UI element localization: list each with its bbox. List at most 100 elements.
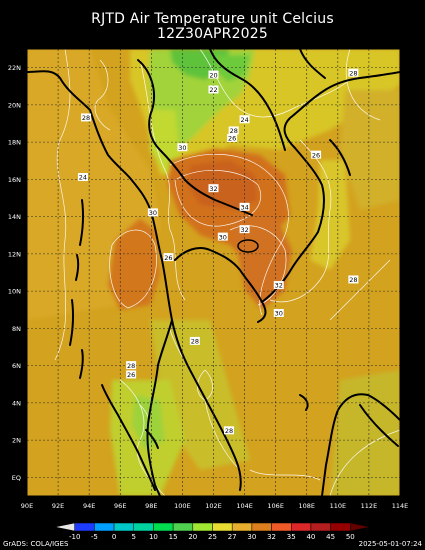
axis-ticks [23,67,401,500]
colorbar-arrow-low [54,522,75,532]
contour-label-text: 28 [127,362,135,370]
contour-label: 28 [224,426,235,435]
coastlines [27,49,400,496]
contour-label: 30 [147,208,158,217]
contour-label: 34 [239,202,250,212]
lon-label: 94E [83,502,95,510]
contour-label-box [227,133,238,142]
contour-label-box [177,143,188,152]
contour-label: 28 [126,361,137,370]
longitude-labels: 90E 92E 94E 96E 98E 100E 102E 104E 106E 108E 110E 1… [21,502,408,510]
tonle-sap-lake [237,239,259,253]
contour-label-box [77,173,88,182]
contour-label-box [208,184,219,193]
contour-label-box [228,126,239,135]
contour-label: 24 [77,173,88,182]
contour-label: 26 [311,150,322,159]
colorbar-label: 0 [112,533,116,541]
lat-label: 18N [8,139,21,147]
contour-label: 28 [348,275,359,284]
colorbar-swatch [153,522,174,532]
contour-label-text: 24 [79,174,87,182]
lat-label: 20N [8,101,21,109]
contour-label: 28 [81,113,92,122]
contour-label: 26 [227,133,238,143]
lat-label: EQ [12,474,21,482]
contour-label: 32 [273,281,284,290]
contour-label-text: 28 [191,338,199,346]
contour-label-text: 24 [240,116,248,124]
colorbar-swatch [212,522,233,532]
colorbar-swatch [113,522,134,532]
lon-label: 96E [114,502,126,510]
contour-label-box [348,68,359,77]
colorbar-label: 45 [326,533,335,541]
lon-label: 108E [298,502,315,510]
lon-label: 106E [267,502,284,510]
contour-label-text: 30 [178,144,186,152]
colorbar-swatch [291,522,312,532]
contour-label-text: 34 [240,204,248,212]
lat-label: 22N [8,64,21,72]
contour-label-text: 26 [228,135,236,143]
contour-label: 28 [189,336,200,346]
contour-label-box [208,85,219,94]
contour-label-text: 28 [230,127,238,135]
contour-label-text: 22 [209,86,217,94]
contour-label-box [239,225,250,234]
contour-label-text: 28 [225,427,233,435]
lat-lon-grid [27,49,400,496]
colorbar-label: -10 [69,533,80,541]
contour-label-text: 30 [149,209,157,217]
colorbar-label: 10 [149,533,158,541]
contour-label-box [239,115,250,124]
colorbar-swatch [133,522,154,532]
contour-label: 32 [239,225,250,234]
colorbar-swatch [271,522,292,532]
colorbar-label: 50 [346,533,355,541]
contour-label-box [224,426,235,435]
lat-label: 14N [8,213,21,221]
contour-label: 20 [208,70,219,79]
colorbar-swatch [251,522,272,532]
contour-label: 24 [239,115,250,124]
colorbar-label: 35 [287,533,296,541]
colorbar-arrow-high [350,522,371,532]
contour-label: 22 [208,85,219,94]
colorbar-label: 5 [132,533,136,541]
contour-label-text: 26 [312,151,320,159]
colorbar-swatch [330,522,351,532]
colorbar-label: 25 [208,533,217,541]
colorbar-swatch [94,522,115,532]
contour-label-text: 26 [127,371,135,379]
colorbar-label: -5 [91,533,98,541]
contour-label-box [273,281,284,290]
contour-label-box [81,113,92,122]
grads-credit: GrADS: COLA/IGES [3,540,69,548]
lon-label: 100E [174,502,191,510]
lat-label: 12N [8,250,21,258]
contour-label-text: 32 [240,226,248,234]
contour-label-text: 20 [209,71,217,79]
lon-label: 102E [205,502,222,510]
colorbar-swatch [310,522,331,532]
lat-label: 8N [12,325,21,333]
contour-label-text: 30 [219,233,227,241]
generated-timestamp: 2025-05-01-07:24 [358,540,422,548]
contour-label-text: 28 [82,114,90,122]
contour-label-text: 32 [275,282,283,290]
map-title: RJTD Air Temperature unit Celcius [91,11,334,27]
contour-label: 28 [348,68,359,77]
colorbar-label: 27 [228,533,237,541]
contour-label: 30 [273,308,284,318]
colorbar-swatch [74,522,95,532]
colorbar-label: 20 [188,533,197,541]
temperature-colorbar: -10 -5 0 5 10 15 20 25 27 30 32 35 40 45 50 [54,522,371,541]
lon-label: 110E [330,502,347,510]
lon-label: 114E [392,502,409,510]
contour-label-box [273,308,284,317]
contour-label-box [311,150,322,159]
colorbar-label: 30 [247,533,256,541]
